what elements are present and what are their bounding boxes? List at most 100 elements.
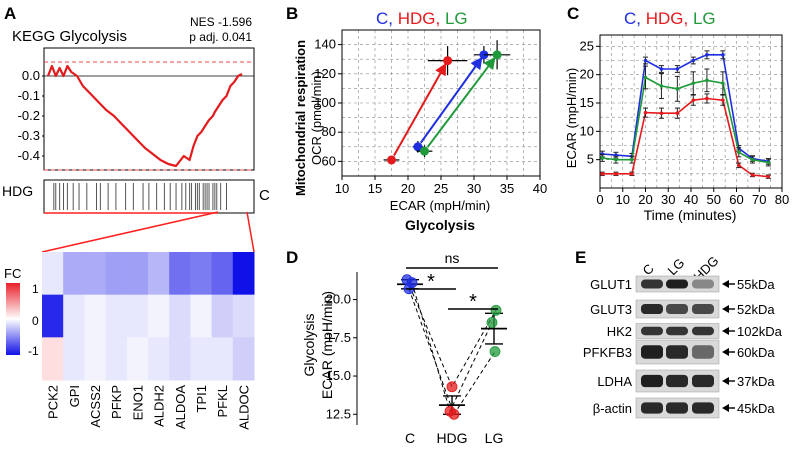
b-arrow-LG	[426, 56, 496, 148]
heatmap-gene-label: PFKL	[215, 385, 230, 418]
b-ylabel: OCR (pmol/min)	[309, 71, 324, 165]
heatmap-gene-label: ALDOC	[236, 385, 251, 430]
legend-c-c: C,	[624, 9, 646, 28]
heatmap-cell	[211, 252, 234, 296]
heatmap-cell	[42, 294, 64, 338]
heatmap-cell	[63, 252, 85, 296]
heatmap-cell	[42, 252, 64, 296]
c-ytick-label: 10	[580, 123, 594, 138]
blot-band	[641, 402, 663, 414]
legend-b-lg: LG	[445, 9, 468, 28]
blot-band	[692, 345, 714, 359]
legend-b: C, HDG, LG	[376, 9, 468, 28]
b-point-LG-stressed	[492, 50, 502, 60]
b-xtick-label: 35	[500, 181, 514, 196]
c-point-LG	[630, 157, 634, 162]
legend-c-hdg: HDG	[646, 9, 684, 28]
blot-kda-label: 45kDa	[737, 401, 775, 416]
c-point-LG	[675, 87, 680, 91]
blot-band	[666, 279, 688, 289]
heatmap-cell	[42, 337, 64, 381]
c-point-LG	[766, 160, 771, 165]
blot-band	[666, 402, 688, 414]
b-point-C-basal	[413, 142, 423, 152]
c-point-C	[659, 67, 664, 71]
heatmap-gene-label: ALDH2	[152, 385, 167, 427]
heatmap-cell	[63, 337, 85, 381]
heatmap-cell	[232, 294, 255, 338]
blot-band	[666, 374, 688, 388]
d-ytick-label: 17.5	[326, 330, 351, 345]
gsea-ytick-label: -0.2	[18, 108, 40, 123]
heatmap-cell	[84, 337, 107, 381]
c-xlabel: Time (minutes)	[644, 207, 737, 223]
d-sig-c-hdg-label: *	[427, 271, 435, 293]
d-point-HDG	[448, 408, 460, 420]
legend-c-lg: LG	[693, 9, 716, 28]
b-ytick-label: 80	[322, 124, 336, 139]
b-ylabel2: Mitochondrial respiration	[293, 40, 308, 196]
blot-protein-label: HK2	[607, 324, 632, 339]
heatmap	[42, 252, 255, 381]
c-xtick-label: 80	[775, 192, 789, 207]
gsea-nes: NES -1.596	[190, 15, 252, 29]
blot-arrow-icon	[722, 280, 729, 288]
c-point-HDG	[630, 172, 634, 176]
legend-b-c: C,	[376, 9, 398, 28]
c-xtick-label: 0	[596, 192, 603, 207]
heatmap-cell	[126, 337, 149, 381]
d-ytick-label: 20.0	[326, 292, 351, 307]
blot-arrow-icon	[722, 377, 729, 385]
blot-kda-label: 102kDa	[737, 324, 783, 339]
legend-c-comma: ,	[684, 9, 693, 28]
heatmap-cell	[105, 294, 128, 338]
gsea-y-axis: 0.0 -0.1 -0.2 -0.3 -0.4	[18, 68, 44, 163]
zoom-line-left	[41, 211, 219, 253]
ecar-time-plot: 0 10 20 30 40 50 60 70 80 5 10 15 20 25	[580, 34, 789, 207]
c-point-LG	[643, 75, 648, 80]
b-xtick-label: 10	[335, 181, 349, 196]
c-point-LG	[750, 157, 755, 162]
heatmap-cell	[84, 252, 107, 296]
legend-b-comma: ,	[436, 9, 445, 28]
blot-band	[692, 326, 714, 336]
d-pair-line	[406, 279, 497, 388]
c-point-HDG	[614, 172, 618, 176]
blot-kda-label: 60kDa	[737, 345, 775, 360]
b-xtick-label: 30	[467, 181, 481, 196]
panel-b: B C, HDG, LG 10 15 20 25 30 35 40 60 80 100 120 140…	[286, 4, 547, 233]
c-point-HDG	[659, 111, 664, 115]
b-xtick-label: 15	[368, 181, 382, 196]
blot-kda-label: 52kDa	[737, 302, 775, 317]
blot-kda-label: 55kDa	[737, 277, 775, 292]
blot-band	[666, 345, 688, 359]
heatmap-cell	[169, 252, 191, 296]
legend-c: C, HDG, LG	[624, 9, 716, 28]
d-xtick-label: C	[405, 430, 415, 446]
d-ytick-label: 15.0	[326, 368, 351, 383]
blot-band	[692, 402, 714, 414]
c-point-LG	[614, 157, 618, 162]
c-point-LG	[691, 81, 696, 85]
blot-protein-label: PFKFB3	[583, 345, 632, 360]
gsea-title: KEGG Glycolysis	[12, 28, 127, 45]
heatmap-cell	[84, 294, 107, 338]
c-point-HDG	[736, 163, 741, 168]
blot-arrow-icon	[722, 305, 729, 313]
c-point-LG	[705, 78, 709, 83]
heatmap-cell	[190, 252, 213, 296]
blot-protein-label: GLUT1	[590, 277, 632, 292]
d-xtick-label: HDG	[436, 430, 467, 446]
fc-scale-high: 1	[32, 282, 39, 296]
c-point-C	[705, 53, 709, 57]
c-point-HDG	[675, 111, 680, 115]
blot-band	[692, 303, 714, 315]
panel-label-c: C	[567, 4, 579, 23]
b-xlabel: ECAR (mpH/min)	[390, 198, 490, 213]
heatmap-gene-label: PCK2	[46, 385, 61, 419]
c-point-LG	[736, 150, 741, 155]
blot-band	[692, 374, 714, 388]
heatmap-cell	[63, 294, 85, 338]
